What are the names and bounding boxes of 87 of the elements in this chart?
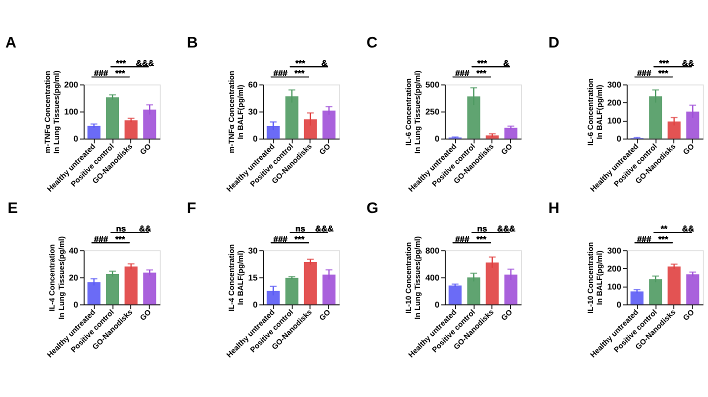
y-tick-label: 15 (248, 272, 258, 282)
text: ns (295, 224, 306, 234)
y-axis-title: m-TNFα Concentration In Lung Tissues(pg/ml) (42, 70, 62, 154)
text: ### (637, 234, 652, 244)
text: ### (455, 68, 470, 78)
text: &&& (136, 58, 154, 68)
y-tick-label: 60 (248, 79, 258, 90)
text: ### (637, 68, 652, 78)
text: *** (116, 58, 127, 68)
y-axis-title: IL-10 Concentration In Lung Tissues(pg/ml) (404, 236, 422, 320)
bar (649, 279, 662, 304)
bar (322, 110, 336, 139)
y-tick-label: 30 (248, 245, 258, 256)
text: &&& (315, 224, 334, 234)
bar (266, 126, 280, 139)
y-tick-label: 300 (607, 79, 622, 90)
text: *** (477, 58, 488, 68)
text: ### (455, 234, 470, 244)
chart-title: D (548, 34, 560, 52)
y-tick-label: 0 (252, 134, 258, 144)
bar (322, 274, 336, 304)
bar (448, 285, 462, 304)
text: *** (294, 68, 306, 78)
text: *** (476, 68, 487, 78)
text: ### (273, 234, 288, 244)
text: & (321, 58, 328, 68)
y-tick-label: 0 (616, 134, 622, 144)
y-tick-label: 0 (434, 299, 440, 310)
text: *** (658, 234, 669, 244)
text: *** (295, 58, 306, 68)
bar (285, 278, 298, 304)
chart-title: F (186, 200, 196, 218)
chart-title: A (5, 34, 16, 52)
y-axis-title: IL-10 Concentration In BALF(pg/ml) (586, 242, 604, 314)
y-axis-title: m-TNFα Concentration In BALF(pg/ml) (226, 70, 246, 154)
bar (266, 290, 280, 304)
y-tick-label: 400 (425, 272, 440, 282)
text: && (682, 224, 694, 234)
y-tick-label: 100 (607, 281, 622, 292)
text: ### (273, 68, 288, 78)
text: ns (477, 224, 488, 234)
text: ** (660, 224, 668, 234)
bar (668, 121, 681, 139)
y-axis-title: IL-4 Concentration In Lung Tissues(pg/ml) (47, 236, 66, 320)
bar (467, 277, 480, 304)
y-axis-title: IL-6 Concentration In Lung Tissues(pg/ml) (404, 70, 422, 154)
bar (143, 110, 156, 139)
text: ### (94, 234, 108, 244)
text: && (138, 224, 152, 234)
chart-title: B (186, 34, 198, 52)
text: *** (659, 58, 670, 68)
text: ### (94, 68, 108, 78)
text: *** (115, 234, 126, 244)
y-tick-label: 200 (607, 98, 622, 108)
y-axis-title: IL-4 Concentration In BALF(pg/ml) (226, 244, 246, 312)
text: *** (658, 68, 669, 78)
chart-title: E (8, 200, 18, 218)
y-tick-label: 100 (607, 116, 622, 126)
text: *** (294, 234, 306, 244)
bar (87, 282, 100, 304)
y-tick-label: 0 (434, 134, 440, 144)
y-tick-label: 250 (425, 106, 440, 117)
text: *** (115, 68, 126, 78)
y-tick-label: 0 (74, 134, 79, 144)
text: *** (476, 234, 487, 244)
y-tick-label: 40 (68, 245, 79, 256)
y-axis-title: IL-6 Concentration In BALF(pg/ml) (586, 78, 604, 146)
chart-title: C (366, 34, 378, 52)
y-tick-label: 800 (425, 245, 440, 256)
y-tick-label: 200 (607, 263, 622, 274)
y-tick-label: 30 (248, 106, 258, 117)
text: && (682, 58, 694, 68)
y-tick-label: 0 (252, 299, 258, 310)
text: ns (116, 224, 126, 234)
y-tick-label: 0 (616, 299, 622, 310)
text: &&& (497, 224, 516, 234)
y-tick-label: 0 (74, 299, 79, 310)
y-tick-label: 100 (64, 106, 79, 117)
y-tick-label: 20 (68, 272, 79, 282)
text: & (503, 58, 510, 68)
chart-title: G (366, 200, 378, 218)
chart-title: H (548, 200, 560, 218)
bar (304, 262, 317, 304)
bar (124, 266, 138, 304)
y-tick-label: 200 (64, 79, 79, 90)
y-tick-label: 500 (425, 79, 440, 90)
y-tick-label: 300 (607, 245, 622, 256)
